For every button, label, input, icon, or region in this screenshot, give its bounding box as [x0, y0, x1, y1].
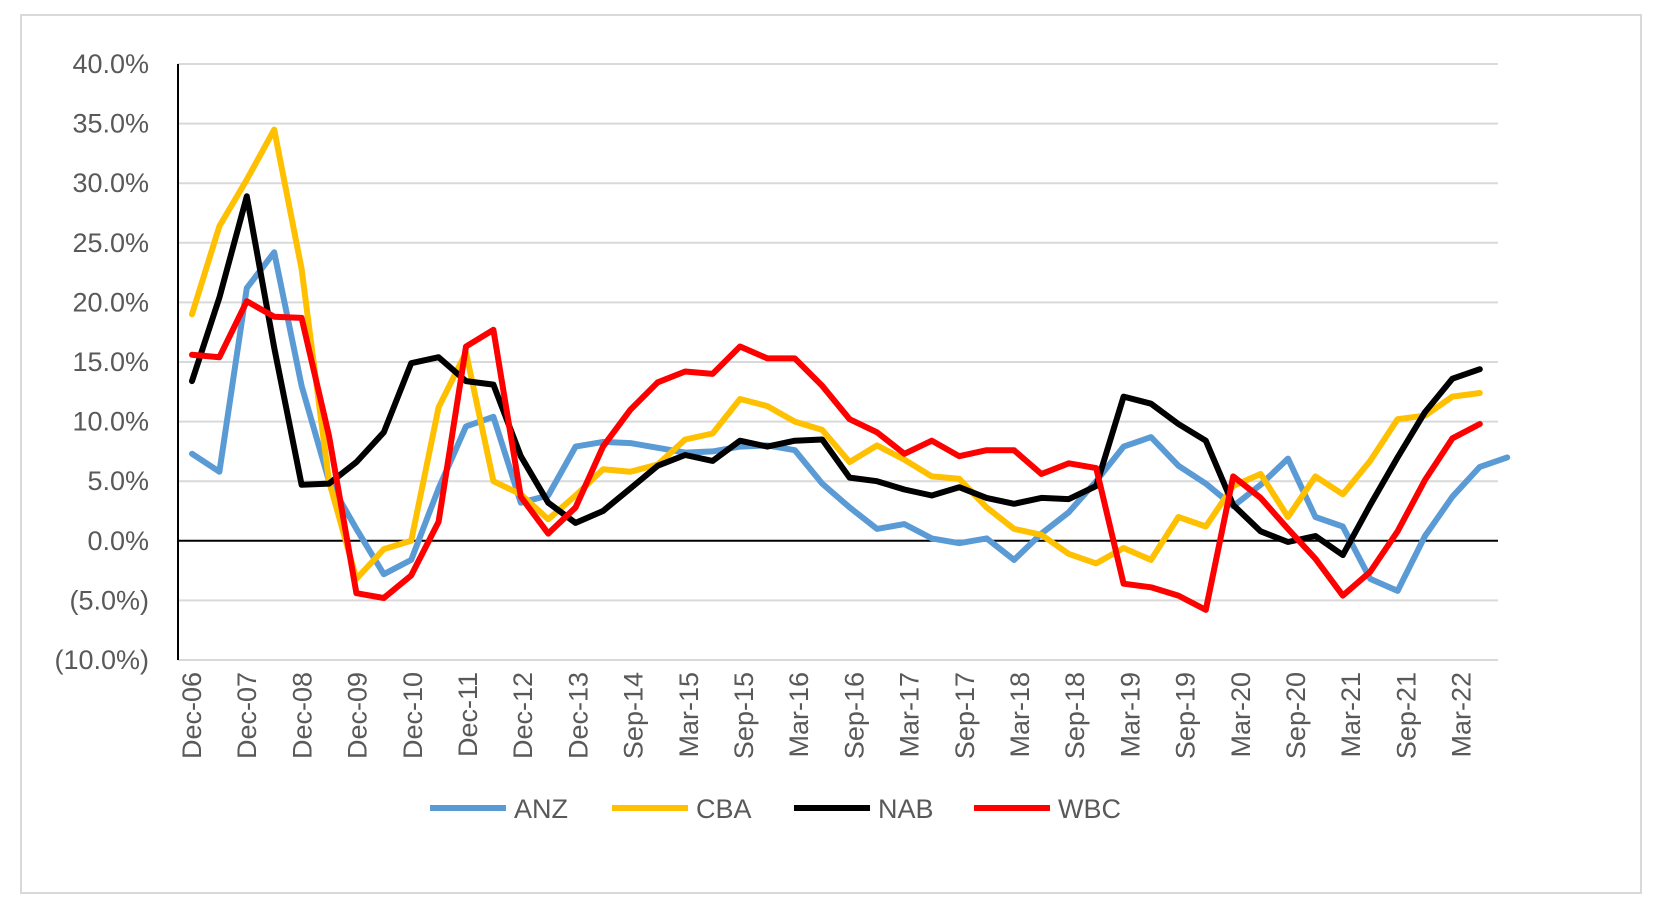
x-tick-label: Mar-20 — [1226, 672, 1256, 758]
x-tick-label: Sep-21 — [1391, 672, 1421, 759]
y-tick-label: 15.0% — [72, 347, 149, 377]
x-tick-label: Dec-08 — [287, 672, 317, 759]
legend-label-cba: CBA — [696, 794, 752, 824]
x-tick-label: Sep-14 — [619, 672, 649, 759]
legend-label-wbc: WBC — [1058, 794, 1121, 824]
x-tick-label: Mar-21 — [1336, 672, 1366, 758]
x-axis-ticks: Dec-06 Dec-07 Dec-08 Dec-09 Dec-10 Dec-11 Dec-… — [177, 672, 1477, 759]
y-tick-label: 10.0% — [72, 407, 149, 437]
series-line-anz — [189, 249, 1511, 594]
x-tick-label: Mar-17 — [895, 672, 925, 758]
legend: ANZ CBA NAB WBC — [430, 794, 1121, 824]
x-tick-label: Mar-15 — [674, 672, 704, 758]
y-axis-ticks: 40.0% 35.0% 30.0% 25.0% 20.0% 15.0% 10.0% 5.0% 0… — [54, 49, 149, 675]
x-tick-label: Dec-13 — [563, 672, 593, 759]
chart-frame: 40.0% 35.0% 30.0% 25.0% 20.0% 15.0% 10.0% 5.0% 0… — [20, 14, 1642, 894]
gridlines — [178, 63, 1498, 661]
x-tick-label: Sep-15 — [729, 672, 759, 759]
x-tick-label: Mar-22 — [1447, 672, 1477, 758]
series-line-nab — [189, 193, 1483, 559]
y-tick-label: 25.0% — [72, 228, 149, 258]
y-tick-label: 0.0% — [87, 526, 149, 556]
series-lines — [189, 126, 1511, 613]
x-tick-label: Dec-11 — [453, 672, 483, 757]
y-tick-label: 40.0% — [72, 49, 149, 79]
y-tick-label: 20.0% — [72, 287, 149, 317]
y-tick-label: (5.0%) — [69, 585, 149, 615]
x-tick-label: Mar-18 — [1005, 672, 1035, 758]
x-tick-label: Mar-16 — [784, 672, 814, 758]
x-tick-label: Dec-07 — [232, 672, 262, 759]
series-line-wbc — [189, 298, 1483, 613]
y-tick-label: (10.0%) — [54, 645, 149, 675]
x-tick-label: Sep-19 — [1171, 672, 1201, 759]
x-tick-label: Sep-17 — [950, 672, 980, 759]
x-tick-label: Dec-06 — [177, 672, 207, 759]
x-tick-label: Dec-10 — [398, 672, 428, 759]
x-tick-label: Mar-19 — [1115, 672, 1145, 758]
y-tick-label: 35.0% — [72, 109, 149, 139]
legend-label-nab: NAB — [878, 794, 934, 824]
x-tick-label: Dec-09 — [343, 672, 373, 759]
line-chart: 40.0% 35.0% 30.0% 25.0% 20.0% 15.0% 10.0% 5.0% 0… — [54, 49, 1511, 824]
legend-label-anz: ANZ — [514, 794, 568, 824]
series-line-cba — [189, 126, 1483, 582]
x-tick-label: Dec-12 — [508, 672, 538, 759]
x-tick-label: Sep-16 — [839, 672, 869, 759]
y-tick-label: 5.0% — [87, 466, 149, 496]
y-tick-label: 30.0% — [72, 168, 149, 198]
x-tick-label: Sep-20 — [1281, 672, 1311, 759]
x-tick-label: Sep-18 — [1060, 672, 1090, 759]
